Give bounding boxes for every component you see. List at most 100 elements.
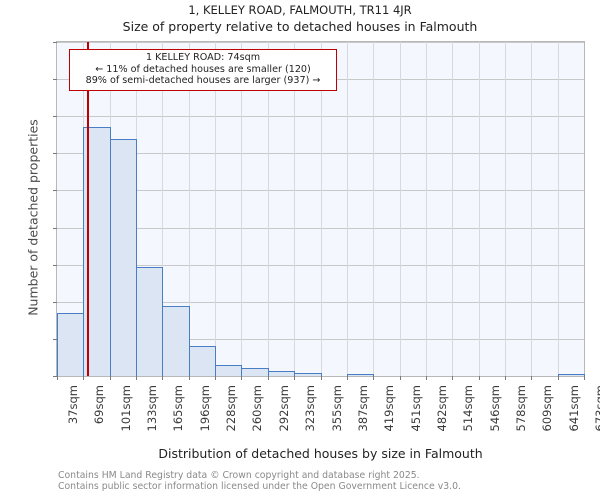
x-axis-title: Distribution of detached houses by size … [158,446,483,461]
gridline-horizontal [57,264,584,266]
x-axis-tick-mark [215,376,216,380]
histogram-bar [162,305,190,376]
y-axis-tick-mark [53,79,57,81]
histogram-bar [57,312,84,376]
x-axis-tick-label: 387sqm [356,385,370,432]
histogram-bar [347,374,374,376]
gridline-horizontal [57,42,584,43]
gridline-vertical [215,42,216,376]
histogram-bars [57,42,585,376]
x-axis-tick-label: 355sqm [330,385,344,432]
y-axis-tick-mark [53,190,57,192]
x-axis-tick-label: 260sqm [250,385,264,432]
gridline-vertical [531,42,532,376]
page-title: 1, KELLEY ROAD, FALMOUTH, TR11 4JR [188,3,412,17]
histogram-bar [110,139,137,376]
x-axis-tick-mark [268,376,269,380]
x-axis-tick-label: 482sqm [435,385,449,432]
gridline-vertical [189,42,190,376]
x-axis-tick-mark [426,376,427,380]
gridline-vertical [321,42,322,376]
x-axis-tick-mark [189,376,190,380]
histogram-bar [241,367,269,376]
y-axis-tick-mark [53,376,57,377]
y-axis-tick-mark [53,338,57,340]
x-axis-tick-mark [241,376,242,380]
x-axis-tick-mark [136,376,137,380]
footer-line-2: Contains public sector information licen… [58,481,461,492]
gridline-vertical [505,42,506,376]
x-axis-tick-label: 673sqm [593,385,600,432]
x-axis-tick-mark [321,376,322,380]
y-axis-tick-mark [53,153,57,155]
x-axis-tick-label: 133sqm [145,385,159,432]
histogram-bar [136,266,163,376]
x-axis-tick-label: 292sqm [277,385,291,432]
histogram-bar [268,370,295,376]
annotation-line-2: ← 11% of detached houses are smaller (12… [95,63,311,75]
x-axis-tick-mark [531,376,532,380]
gridline-horizontal [57,153,584,155]
x-axis-tick-mark [347,376,348,380]
x-axis-tick-label: 451sqm [409,385,423,432]
gridline-horizontal [57,338,584,340]
gridline-vertical [268,42,269,376]
x-axis-tick-mark [57,376,58,380]
y-axis-tick-mark [53,301,57,303]
x-axis-tick-label: 641sqm [567,385,581,432]
y-axis-tick-mark [53,116,57,118]
x-axis-tick-label: 323sqm [303,385,317,432]
x-axis-tick-mark [373,376,374,380]
y-axis-title: Number of detached properties [25,119,41,316]
chart-subtitle: Size of property relative to detached ho… [122,19,478,34]
gridline-vertical [294,42,295,376]
x-axis-tick-mark [584,376,585,380]
x-axis-tick-mark [83,376,84,380]
gridline-horizontal [57,227,584,229]
x-axis-tick-mark [505,376,506,380]
histogram-bar [558,374,585,376]
gridline-vertical [558,42,559,376]
footer-line-1: Contains HM Land Registry data © Crown c… [58,470,420,481]
histogram-bar [215,364,242,376]
x-axis-tick-label: 419sqm [382,385,396,432]
x-axis-tick-label: 578sqm [514,385,528,432]
gridline-vertical [241,42,242,376]
gridline-vertical [400,42,401,376]
x-axis-tick-mark [110,376,111,380]
x-axis-tick-mark [558,376,559,380]
gridline-vertical [479,42,480,376]
x-axis-tick-label: 101sqm [119,385,133,432]
x-axis-tick-label: 514sqm [461,385,475,432]
gridline-vertical [452,42,453,376]
x-axis-tick-label: 228sqm [224,385,238,432]
x-axis-tick-mark [452,376,453,380]
x-axis-tick-mark [294,376,295,380]
gridline-horizontal [57,301,584,303]
histogram-bar [189,346,216,376]
x-axis-tick-mark [162,376,163,380]
y-axis-tick-mark [53,42,57,43]
x-axis-tick-label: 69sqm [92,385,106,425]
x-axis-tick-label: 546sqm [488,385,502,432]
x-axis-tick-label: 609sqm [540,385,554,432]
annotation-line-1: 1 KELLEY ROAD: 74sqm [145,52,261,63]
gridline-vertical [347,42,348,376]
annotation-line-3: 89% of semi-detached houses are larger (… [85,75,321,86]
x-axis-tick-mark [400,376,401,380]
histogram-bar [294,373,322,376]
y-axis-tick-mark [53,227,57,229]
gridline-vertical [373,42,374,376]
property-marker-line [87,42,90,376]
gridline-horizontal [57,116,584,118]
x-axis-tick-label: 196sqm [198,385,212,432]
x-axis-tick-label: 165sqm [171,385,185,432]
annotation-box: 1 KELLEY ROAD: 74sqm ← 11% of detached h… [69,49,337,91]
plot-area: 050100150200250300350400450 37sqm69sqm10… [26,41,600,461]
gridline-vertical [426,42,427,376]
attribution-footer: Contains HM Land Registry data © Crown c… [58,470,578,492]
gridline-vertical [162,42,163,376]
x-axis-tick-mark [479,376,480,380]
y-axis-tick-mark [53,264,57,266]
gridline-horizontal [57,190,584,192]
